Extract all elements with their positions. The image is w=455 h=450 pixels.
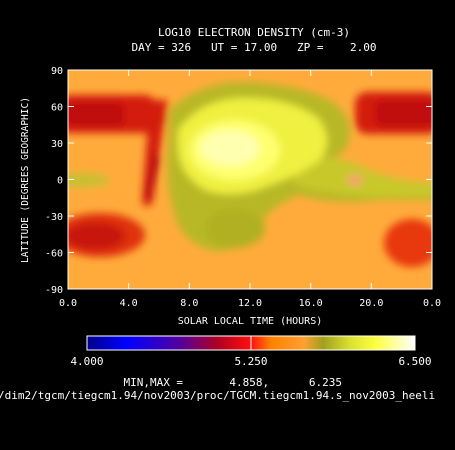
left-green-band xyxy=(68,173,110,187)
x-tick-label: 12.0 xyxy=(238,298,262,309)
x-tick-label: 8.0 xyxy=(180,298,198,309)
dayside-maximum xyxy=(200,130,260,166)
y-axis-label: LATITUDE (DEGREES GEOGRAPHIC) xyxy=(20,97,31,263)
y-tick-label: -30 xyxy=(45,212,63,223)
colorbar-ticks: 4.000 5.250 6.500 xyxy=(70,336,432,368)
colorbar-tick-label: 5.250 xyxy=(234,355,267,368)
y-tick-label: 90 xyxy=(51,66,63,77)
min-max-readout: MIN,MAX = 4.858, 6.235 xyxy=(123,376,342,389)
south-red-band-evening xyxy=(384,219,432,267)
y-tick-label: -60 xyxy=(45,249,63,260)
chart-subtitle: DAY = 326 UT = 17.00 ZP = 2.00 xyxy=(131,41,376,54)
south-green-lobe xyxy=(205,208,265,248)
footer-path: /dim2/tgcm/tiegcm1.94/nov2003/proc/TGCM.… xyxy=(0,389,435,402)
x-axis-label: SOLAR LOCAL TIME (HOURS) xyxy=(178,316,323,327)
heatmap-field xyxy=(68,70,432,289)
chart-title: LOG10 ELECTRON DENSITY (cm-3) xyxy=(158,26,350,39)
x-tick-label: 16.0 xyxy=(299,298,323,309)
x-axis-ticks: 0.0 4.0 8.0 12.0 16.0 20.0 0.0 xyxy=(59,70,441,309)
y-tick-label: -90 xyxy=(45,285,63,296)
x-tick-label: 0.0 xyxy=(59,298,77,309)
colorbar-tick-label: 6.500 xyxy=(398,355,431,368)
x-tick-label: 4.0 xyxy=(120,298,138,309)
y-axis-ticks: 90 60 30 0 -30 -60 -90 xyxy=(45,66,432,296)
x-tick-label: 0.0 xyxy=(423,298,441,309)
y-tick-label: 0 xyxy=(57,176,63,187)
y-tick-label: 60 xyxy=(51,103,63,114)
colorbar-tick-label: 4.000 xyxy=(70,355,103,368)
y-tick-label: 30 xyxy=(51,139,63,150)
x-tick-label: 20.0 xyxy=(359,298,383,309)
